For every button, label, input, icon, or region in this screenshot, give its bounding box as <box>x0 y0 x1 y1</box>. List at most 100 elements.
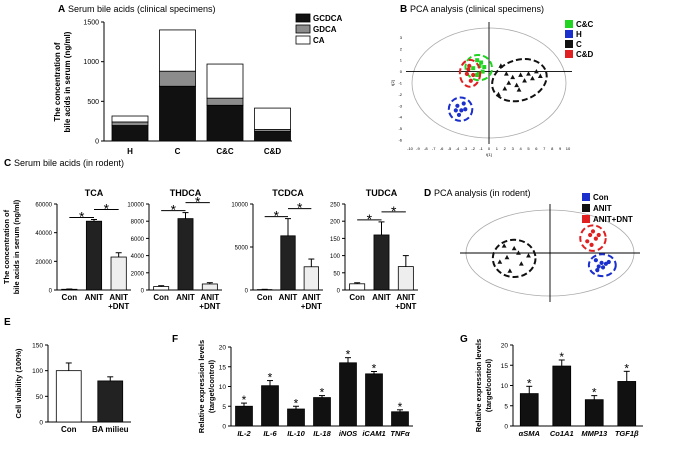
chart-e-ylabel: Cell viability (100%) <box>14 348 23 419</box>
chart-b-x-tick-label: -6 <box>440 146 444 151</box>
chart-a-legend-swatch <box>295 35 311 45</box>
chart-a-legend-swatch <box>295 24 311 34</box>
panel-letter-f: F <box>172 334 178 345</box>
chart-f-y-tick-label: 0 <box>222 424 226 431</box>
chart-f-x-tick-label: iCAM1 <box>362 429 385 438</box>
chart-b-point-c <box>510 74 516 80</box>
chart-b-x-tick-label: 5 <box>527 146 530 151</box>
chart-c3-x-tick-label: ANIT <box>279 293 298 302</box>
chart-c1-ylabel: The concentration of <box>2 209 11 284</box>
chart-b-x-tick-label: -2 <box>471 146 475 151</box>
chart-e-y-tick-label: 100 <box>32 368 43 375</box>
chart-f-sig-star: * <box>294 396 299 410</box>
chart-g-bar-tgf1 <box>617 381 637 427</box>
chart-a-x-tick-label: C&C <box>216 147 234 156</box>
chart-b-x-tick-label: -9 <box>416 146 420 151</box>
chart-c2-bar-con <box>153 286 170 291</box>
chart-b-y-tick-label: -1 <box>398 81 402 86</box>
chart-f-ylabel: (target/control) <box>207 359 216 413</box>
chart-b-x-tick-label: -10 <box>407 146 414 151</box>
chart-b-y-tick-label: 0 <box>400 69 403 74</box>
chart-c2-x-tick-label: ANIT <box>200 293 219 302</box>
chart-g-x-tick-label: MMP13 <box>581 429 608 438</box>
chart-b-cluster-c-d <box>458 58 482 88</box>
chart-e: 0 50 100 150 Con BA milieu Cell viability (100… <box>14 343 131 434</box>
chart-c3-sig-star: * <box>274 208 280 224</box>
chart-e-bar-con <box>55 370 82 423</box>
panel-title-c: Serum bile acids (in rodent) <box>14 158 124 168</box>
panel-letter-a: A <box>58 4 65 15</box>
chart-a-x-tick-label: C <box>175 147 181 156</box>
chart-f-bar-il-18 <box>313 397 331 427</box>
chart-b-x-tick-label: 6 <box>535 146 538 151</box>
chart-d-point-anit <box>518 261 524 266</box>
chart-c4-x-tick-label: ANIT <box>396 293 415 302</box>
chart-f-sig-star: * <box>398 400 403 414</box>
chart-e-bar-ba-milieu <box>97 380 124 423</box>
chart-a-x-tick-label: C&D <box>264 147 282 156</box>
chart-b-xlabel: t[1] <box>486 152 492 157</box>
chart-c4-x-tick-label: Con <box>349 293 365 302</box>
chart-d-legend-label: Con <box>593 193 609 202</box>
chart-d-point-con <box>595 268 600 273</box>
chart-g-y-tick-label: 0 <box>504 424 508 431</box>
chart-c2-y-tick-label: 6000 <box>131 237 145 243</box>
chart-f-y-tick-label: 5 <box>222 404 226 411</box>
chart-b-x-tick-label: -4 <box>456 146 460 151</box>
chart-f-sig-star: * <box>372 361 377 375</box>
panel-title-b: PCA analysis (clinical specimens) <box>410 4 544 14</box>
chart-b-point-c <box>537 73 543 78</box>
chart-a-legend-label: GDCA <box>313 25 337 34</box>
chart-f-y-tick-label: 10 <box>219 384 227 391</box>
chart-b-point-c-c <box>479 60 484 65</box>
chart-c4-y-tick-label: 50 <box>333 271 340 277</box>
chart-b-point-c <box>506 80 512 85</box>
chart-e-y-tick-label: 0 <box>39 420 43 427</box>
chart-a-bar-ca <box>206 63 244 99</box>
chart-c4-x-tick-label: ANIT <box>372 293 391 302</box>
chart-c2-y-tick-label: 2000 <box>131 271 145 277</box>
chart-a-y-tick-label: 500 <box>87 99 99 106</box>
chart-a-bar-ca <box>159 29 196 72</box>
chart-a-bar-ca <box>254 107 291 130</box>
chart-c4-y-tick-label: 200 <box>330 220 341 226</box>
chart-g-bar-mmp13 <box>584 399 604 427</box>
chart-b-legend-label: C <box>576 40 582 49</box>
chart-c4-y-tick-label: 100 <box>330 254 341 260</box>
chart-c1-bar-anit-dnt <box>110 256 127 291</box>
chart-c4-y-tick-label: 250 <box>330 203 341 209</box>
chart-b-point-h <box>463 107 468 112</box>
chart-g-x-tick-label: Co1A1 <box>550 429 574 438</box>
chart-b-x-tick-label: -7 <box>432 146 436 151</box>
chart-a-legend-label: GCDCA <box>313 14 343 23</box>
chart-g-sig-star: * <box>559 350 564 364</box>
chart-b-x-tick-label: 7 <box>543 146 546 151</box>
chart-c3-x-tick-label: ANIT <box>302 293 321 302</box>
panel-letter-d: D <box>424 188 431 199</box>
chart-c4-title: TUDCA <box>366 188 398 198</box>
chart-b-legend-swatch <box>565 50 573 58</box>
chart-c1-y-tick-label: 20000 <box>35 260 52 266</box>
chart-d: Con ANIT ANIT+DNT <box>460 193 640 302</box>
chart-b-ylabel: t[2] <box>390 80 395 86</box>
chart-c4-bar-anit <box>373 234 390 291</box>
chart-c2-y-tick-label: 8000 <box>131 220 145 226</box>
chart-a-bar-gdca <box>206 97 244 106</box>
chart-c4-y-tick-label: 150 <box>330 237 341 243</box>
chart-g-y-tick-label: 10 <box>501 383 509 390</box>
chart-a-bar-gcdca <box>159 85 196 142</box>
chart-b-point-c <box>522 78 527 83</box>
chart-b-point-c <box>516 87 522 92</box>
chart-a-y-tick-label: 0 <box>95 139 99 146</box>
panel-title-d: PCA analysis (in rodent) <box>434 188 531 198</box>
chart-b-point-h <box>459 108 464 113</box>
chart-d-point-anit <box>516 250 521 255</box>
chart-b-point-c <box>530 75 535 81</box>
chart-f-sig-star: * <box>242 393 247 407</box>
chart-d-point-anit <box>507 268 513 273</box>
chart-c3-x-tick-label: Con <box>257 293 273 302</box>
chart-g-y-tick-label: 20 <box>501 343 509 350</box>
chart-f-x-tick-label: IL-10 <box>287 429 305 438</box>
